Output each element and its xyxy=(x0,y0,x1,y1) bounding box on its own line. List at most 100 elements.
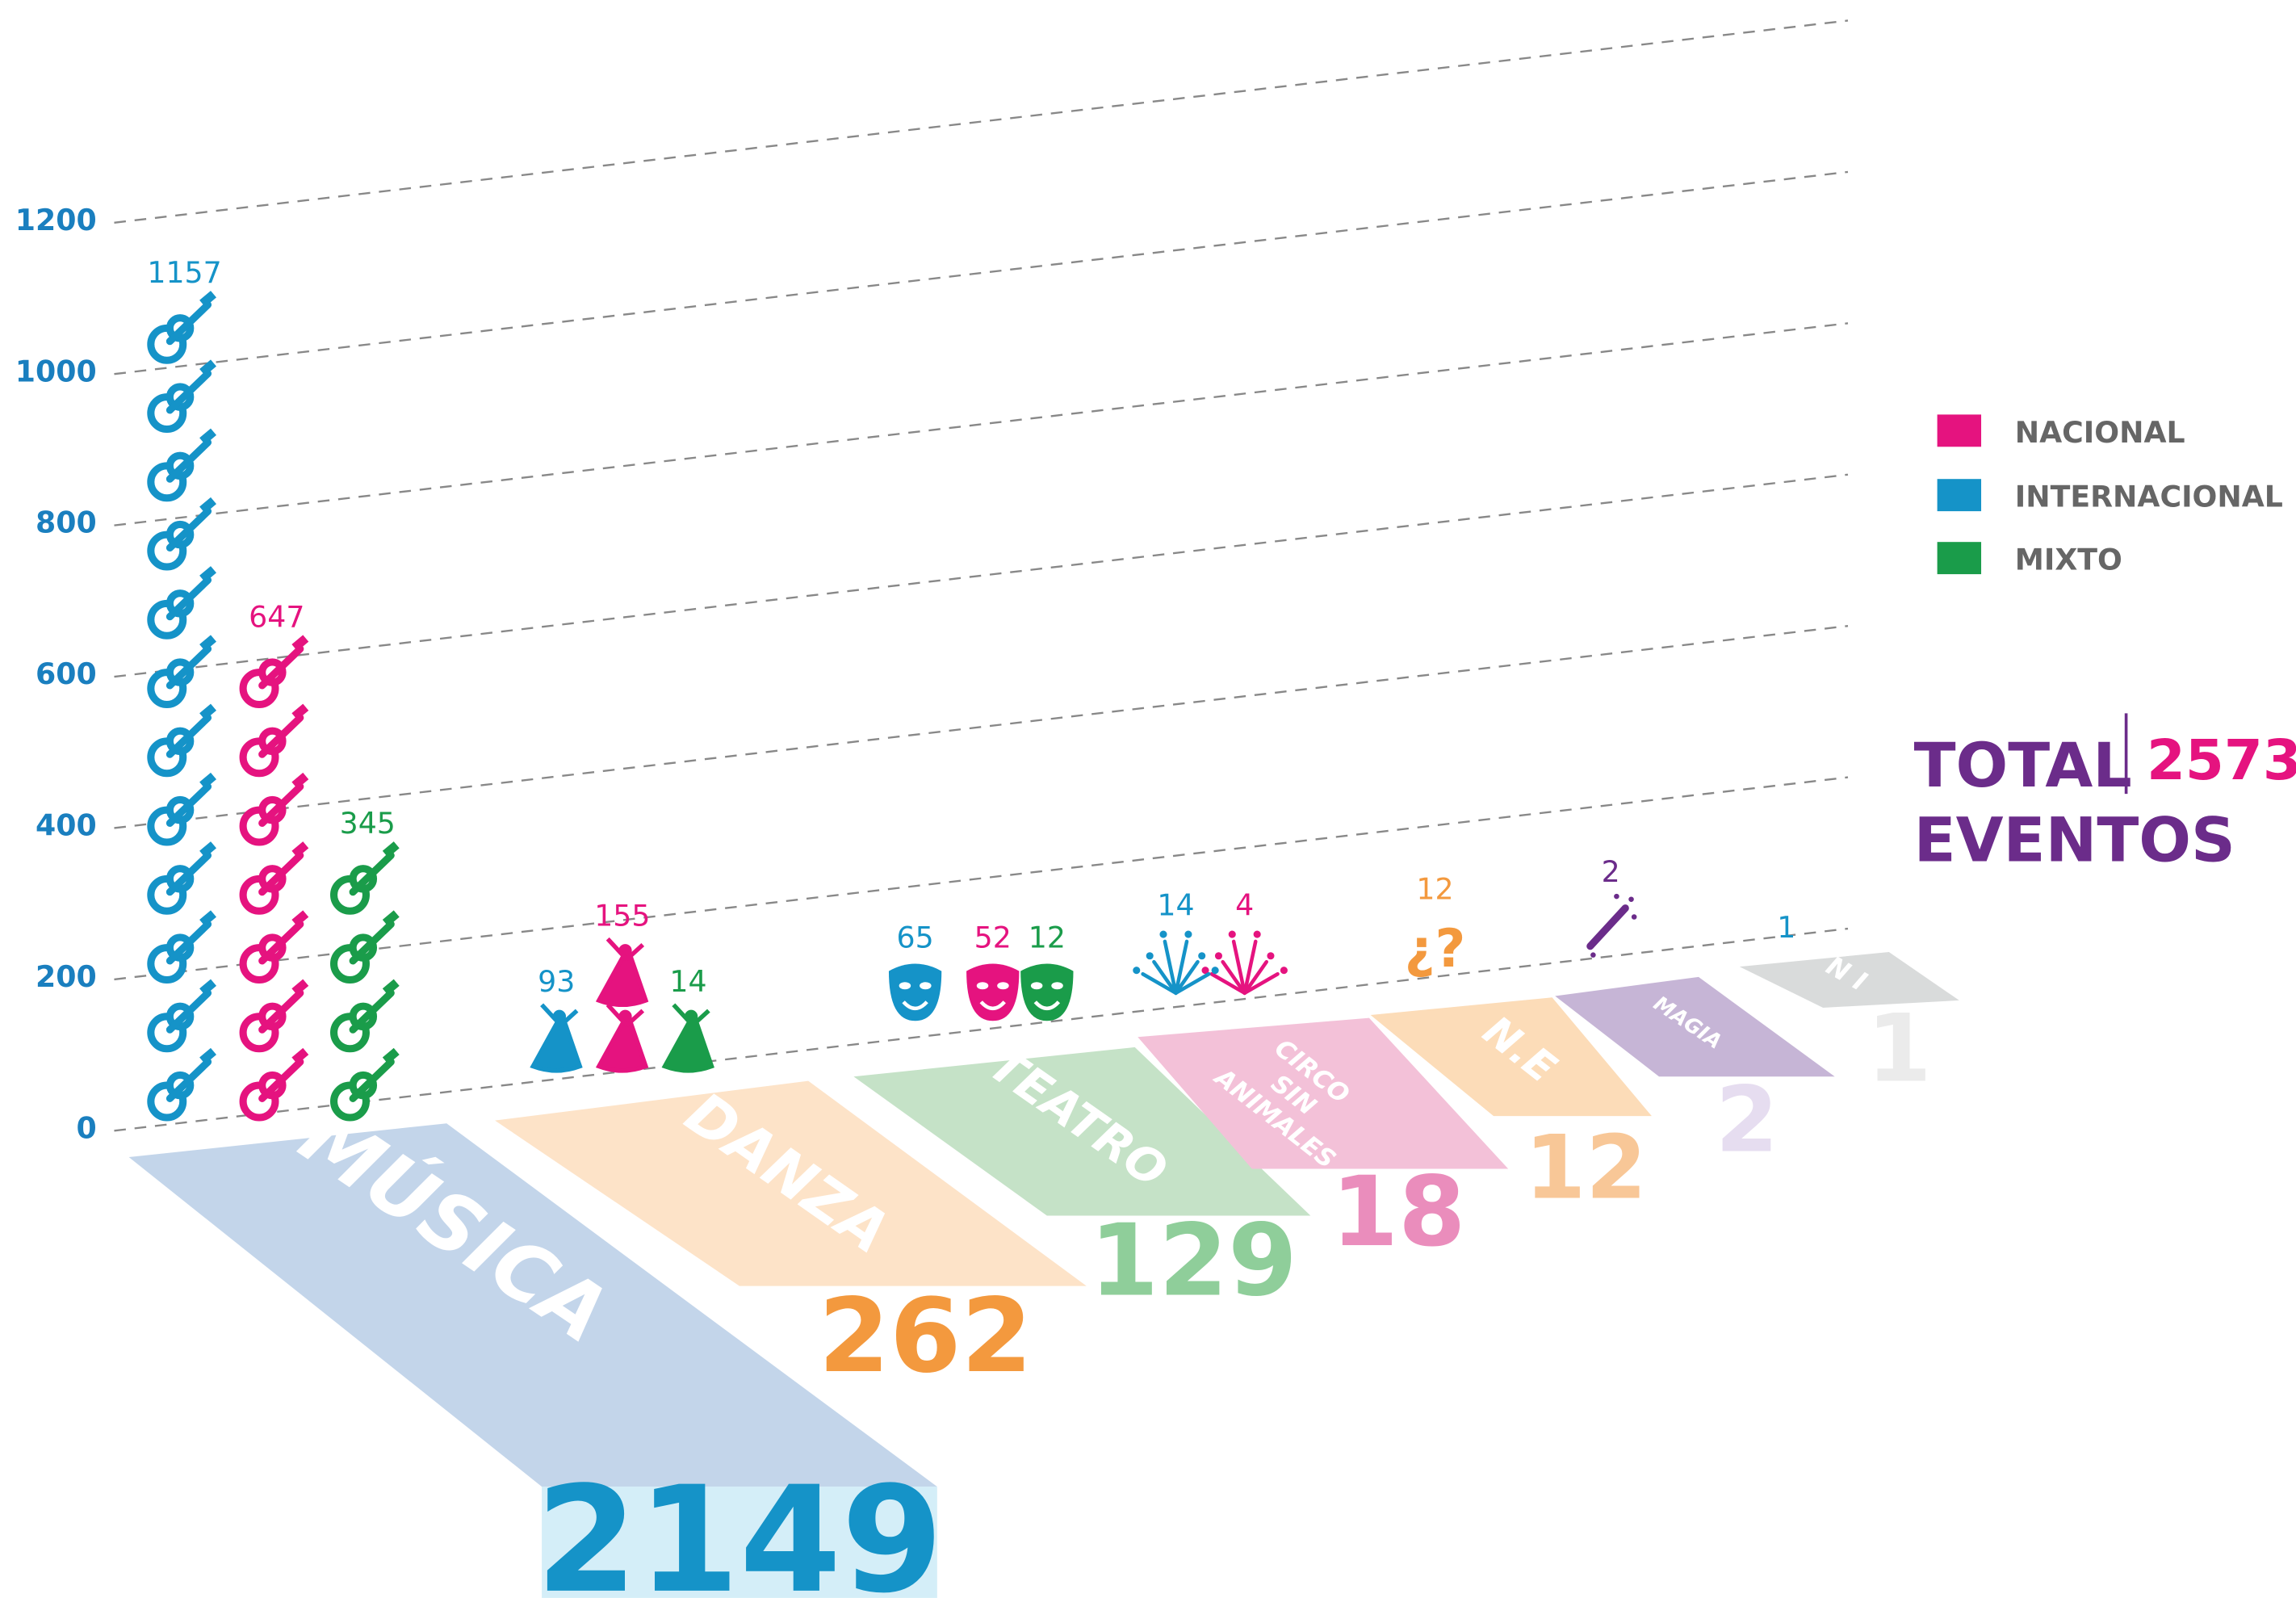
firework-spark xyxy=(1211,967,1219,975)
category-total: 1 xyxy=(1867,995,1932,1104)
grid-line xyxy=(114,473,1849,678)
unknown-icon: ¿? xyxy=(1405,918,1466,979)
value-label: 1157 xyxy=(147,255,221,290)
guitar-head xyxy=(199,497,217,514)
firework-ray xyxy=(1242,939,1258,996)
value-label: 52 xyxy=(974,921,1012,955)
value-label: 4 xyxy=(1235,888,1254,923)
value-label: 1 xyxy=(1777,910,1795,945)
firework-ray xyxy=(1163,939,1178,996)
mask-mouth xyxy=(979,1000,1006,1011)
firework-spark xyxy=(1280,967,1288,975)
category-total: 262 xyxy=(819,1276,1033,1395)
firework-ray xyxy=(1152,959,1178,996)
guitar-head xyxy=(382,910,400,927)
grid-line xyxy=(114,19,1849,224)
firework-spark xyxy=(1201,967,1209,975)
guitar-head xyxy=(291,703,309,720)
guitar-head xyxy=(199,291,217,308)
guitar-neck xyxy=(165,714,212,758)
firework-spark xyxy=(1184,930,1192,938)
legend-swatch xyxy=(1937,542,1982,575)
value-label: 345 xyxy=(340,806,396,841)
guitar-neck xyxy=(349,1058,395,1102)
category-total: 18 xyxy=(1331,1156,1466,1269)
wand-spark xyxy=(1590,952,1596,958)
guitar-neck xyxy=(165,576,212,621)
mask-eye xyxy=(899,982,911,990)
y-tick-label: 600 xyxy=(36,656,97,691)
mask xyxy=(966,963,1020,1021)
guitar-head xyxy=(291,772,309,789)
y-tick-label: 1200 xyxy=(15,203,97,237)
guitar-head xyxy=(199,841,217,858)
grid-line xyxy=(114,170,1849,375)
category-plate xyxy=(1739,952,1959,1008)
wand-spark xyxy=(1614,893,1619,900)
mask xyxy=(1020,963,1074,1021)
value-label: 155 xyxy=(594,898,650,933)
guitar-neck xyxy=(349,989,395,1034)
total-label: EVENTOS xyxy=(1914,804,2235,876)
guitar-neck xyxy=(165,851,212,896)
guitar-neck xyxy=(258,921,304,965)
firework-ray xyxy=(1231,939,1246,996)
guitar-head xyxy=(382,841,400,858)
guitar-head xyxy=(199,428,217,445)
firework-ray xyxy=(1174,939,1189,996)
guitar-head xyxy=(199,359,217,376)
y-tick-label: 0 xyxy=(76,1110,96,1145)
guitar-neck xyxy=(258,645,304,690)
firework-spark xyxy=(1228,930,1236,938)
guitar-neck xyxy=(258,714,304,758)
guitar-neck xyxy=(258,851,304,896)
guitar-head xyxy=(291,841,309,858)
value-label: 65 xyxy=(897,921,934,955)
legend-label: NACIONAL xyxy=(2015,415,2185,450)
guitar-neck xyxy=(165,1058,212,1102)
category-plate xyxy=(1138,1017,1509,1169)
icon-stack xyxy=(966,963,1020,1021)
guitar-head xyxy=(291,910,309,927)
dancer-body xyxy=(661,1003,714,1073)
category-total: 2149 xyxy=(536,1455,944,1598)
guitar-head xyxy=(199,703,217,720)
category-plate xyxy=(1555,976,1835,1077)
legend-swatch xyxy=(1937,479,1982,512)
firework-ray xyxy=(1174,971,1211,996)
total-label: TOTAL xyxy=(1914,729,2132,801)
mask-eye xyxy=(1030,982,1043,990)
y-tick-label: 400 xyxy=(36,808,97,843)
firework-spark xyxy=(1214,952,1222,960)
value-label: 12 xyxy=(1416,872,1453,907)
category-plate xyxy=(853,1046,1311,1216)
legend-label: INTERNACIONAL xyxy=(2015,480,2283,514)
grid-line xyxy=(114,927,1849,1132)
guitar-neck xyxy=(349,851,395,896)
icon-stack xyxy=(1201,930,1288,996)
guitar-neck xyxy=(349,921,395,965)
firework-spark xyxy=(1253,930,1261,938)
value-label: 647 xyxy=(249,599,304,634)
icon-stack xyxy=(1020,963,1074,1021)
grid-line xyxy=(114,322,1849,526)
guitar-neck xyxy=(165,921,212,965)
icon-stack xyxy=(661,1003,714,1073)
y-tick-label: 800 xyxy=(36,505,97,540)
wand xyxy=(1586,904,1629,950)
value-label: 14 xyxy=(669,964,706,999)
y-tick-label: 200 xyxy=(36,959,97,994)
guitar-neck xyxy=(165,438,212,483)
firework-spark xyxy=(1146,952,1154,960)
icon-stack xyxy=(239,635,309,1122)
firework-spark xyxy=(1267,952,1275,960)
mask xyxy=(888,963,942,1021)
icon-stack: ¿? xyxy=(1405,918,1466,979)
guitar-neck xyxy=(165,370,212,414)
guitar-neck xyxy=(258,1058,304,1102)
icon-stack xyxy=(595,937,649,1073)
category-plate xyxy=(495,1080,1087,1286)
category-total: 12 xyxy=(1525,1117,1647,1219)
